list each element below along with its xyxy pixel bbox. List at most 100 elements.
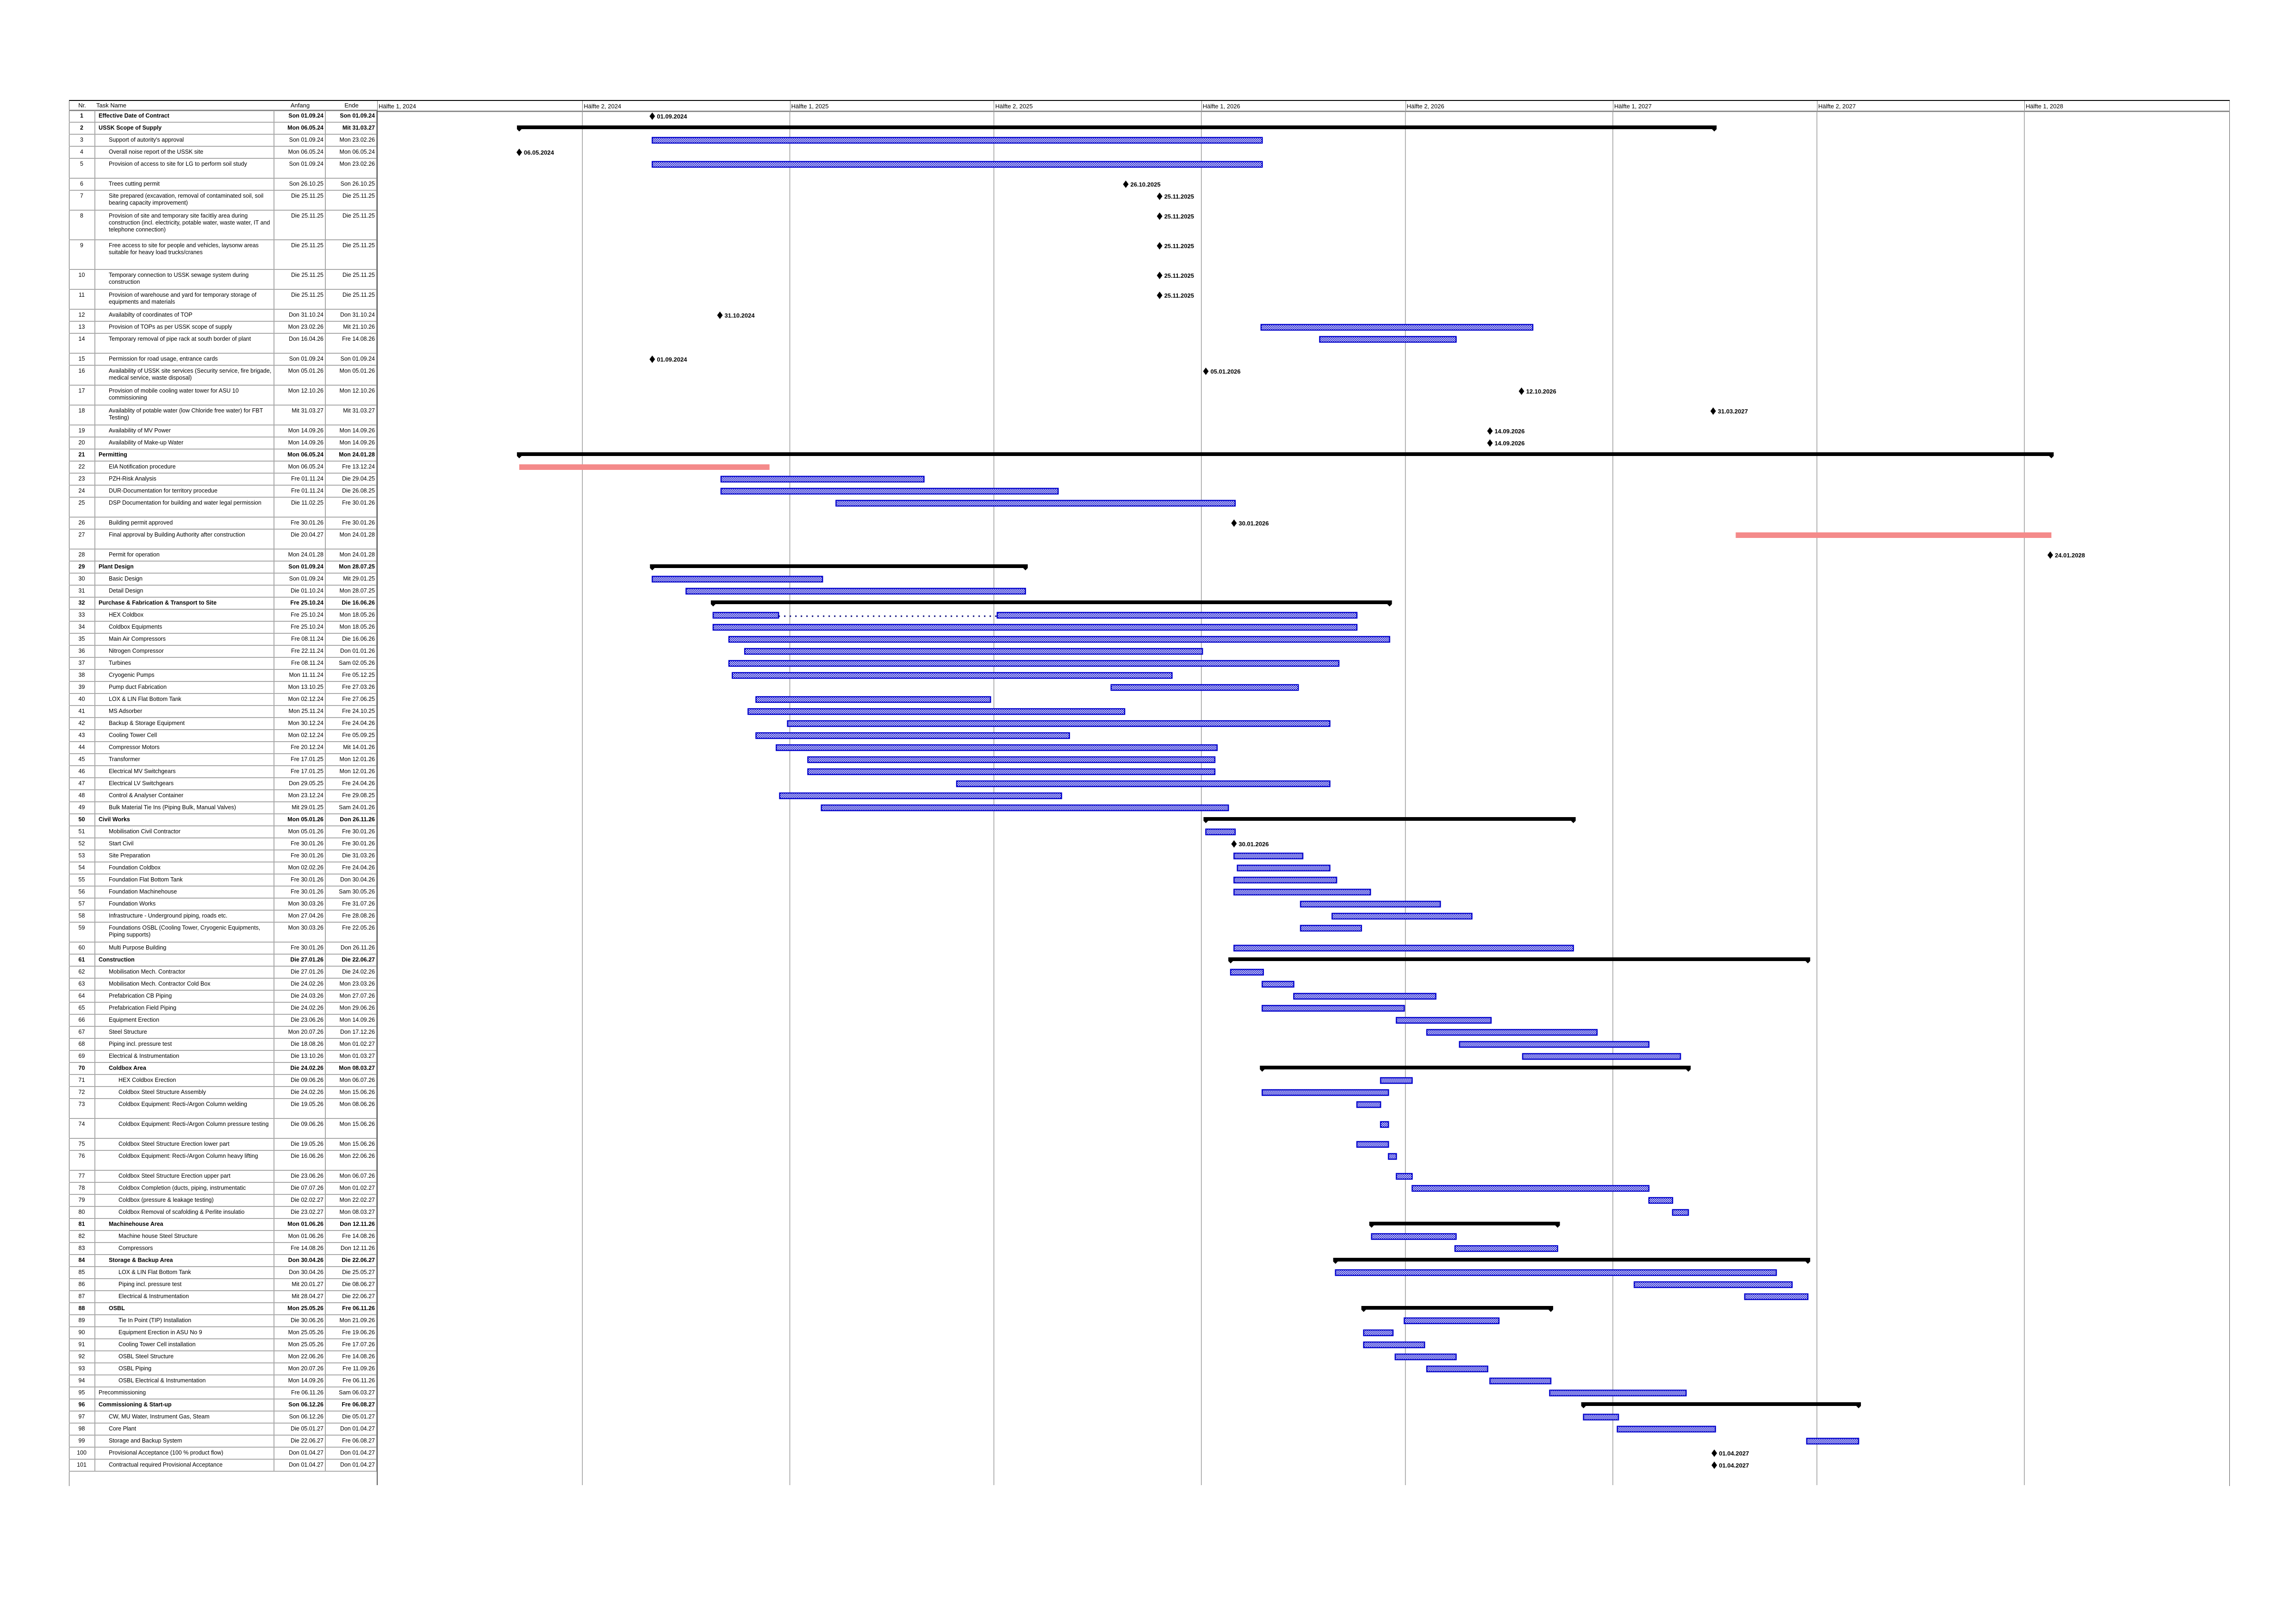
table-row[interactable]: 62 Mobilisation Mech. Contractor Die 27.01… xyxy=(69,967,377,979)
table-row[interactable]: 10 Temporary connection to USSK sewage sy… xyxy=(69,270,377,290)
table-row[interactable]: 81 Machinehouse Area Mon 01.06.26 Don 12.11… xyxy=(69,1219,377,1231)
table-row[interactable]: 2 USSK Scope of Supply Mon 06.05.24 Mit 31.… xyxy=(69,123,377,135)
table-row[interactable]: 58 Infrastructure - Underground piping, r… xyxy=(69,911,377,923)
table-row[interactable]: 83 Compressors Fre 14.08.26 Don 12.11.26 xyxy=(69,1243,377,1255)
table-row[interactable]: 92 OSBL Steel Structure Mon 22.06.26 Fre 14… xyxy=(69,1351,377,1363)
table-row[interactable]: 45 Transformer Fre 17.01.25 Mon 12.01.26 xyxy=(69,754,377,766)
table-row[interactable]: 40 LOX & LIN Flat Bottom Tank Mon 02.12.24… xyxy=(69,694,377,706)
table-row[interactable]: 80 Coldbox Removal of scafolding & Perlit… xyxy=(69,1207,377,1219)
table-row[interactable]: 91 Cooling Tower Cell installation Mon 25.… xyxy=(69,1339,377,1351)
table-row[interactable]: 63 Mobilisation Mech. Contractor Cold Box… xyxy=(69,979,377,991)
table-row[interactable]: 34 Coldbox Equipments Fre 25.10.24 Mon 18.0… xyxy=(69,622,377,634)
table-row[interactable]: 87 Electrical & Instrumentation Mit 28.04.… xyxy=(69,1291,377,1303)
table-row[interactable]: 25 DSP Documentation for building and wat… xyxy=(69,498,377,518)
table-row[interactable]: 20 Availability of Make-up Water Mon 14.09… xyxy=(69,437,377,450)
table-row[interactable]: 3 Support of autority's approval Son 01.09… xyxy=(69,135,377,147)
table-row[interactable]: 23 PZH-Risk Analysis Fre 01.11.24 Die 29.04… xyxy=(69,474,377,486)
table-row[interactable]: 4 Overall noise report of the USSK site Mo… xyxy=(69,147,377,159)
table-row[interactable]: 97 CW, MU Water, Instrument Gas, Steam Son… xyxy=(69,1412,377,1424)
table-row[interactable]: 39 Pump duct Fabrication Mon 13.10.25 Fre 2… xyxy=(69,682,377,694)
table-row[interactable]: 79 Coldbox (pressure & leakage testing) Di… xyxy=(69,1195,377,1207)
column-header-end[interactable]: Ende xyxy=(326,100,377,111)
table-row[interactable]: 66 Equipment Erection Die 23.06.26 Mon 14.0… xyxy=(69,1015,377,1027)
table-row[interactable]: 27 Final approval by Building Authority a… xyxy=(69,530,377,550)
table-row[interactable]: 72 Coldbox Steel Structure Assembly Die 24… xyxy=(69,1087,377,1099)
table-row[interactable]: 101 Contractual required Provisional Acce… xyxy=(69,1460,377,1472)
table-row[interactable]: 67 Steel Structure Mon 20.07.26 Don 17.12.2… xyxy=(69,1027,377,1039)
table-row[interactable]: 57 Foundation Works Mon 30.03.26 Fre 31.07.… xyxy=(69,899,377,911)
table-row[interactable]: 65 Prefabrication Field Piping Die 24.02.2… xyxy=(69,1003,377,1015)
table-row[interactable]: 68 Piping incl. pressure test Die 18.08.26… xyxy=(69,1039,377,1051)
table-row[interactable]: 74 Coldbox Equipment: Recti-/Argon Column… xyxy=(69,1119,377,1139)
table-row[interactable]: 49 Bulk Material Tie Ins (Piping Bulk, Ma… xyxy=(69,802,377,814)
table-row[interactable]: 51 Mobilisation Civil Contractor Mon 05.01… xyxy=(69,826,377,838)
table-row[interactable]: 56 Foundation Machinehouse Fre 30.01.26 Sam… xyxy=(69,887,377,899)
gantt-mark-task xyxy=(1335,1269,1777,1276)
table-row[interactable]: 75 Coldbox Steel Structure Erection lower… xyxy=(69,1139,377,1151)
table-row[interactable]: 96 Commissioning & Start-up Son 06.12.26 Fr… xyxy=(69,1399,377,1412)
table-row[interactable]: 26 Building permit approved Fre 30.01.26 Fr… xyxy=(69,518,377,530)
table-row[interactable]: 29 Plant Design Son 01.09.24 Mon 28.07.25 xyxy=(69,562,377,574)
table-row[interactable]: 99 Storage and Backup System Die 22.06.27 F… xyxy=(69,1436,377,1448)
table-row[interactable]: 94 OSBL Electrical & Instrumentation Mon 1… xyxy=(69,1375,377,1387)
table-row[interactable]: 12 Availabilty of coordinates of TOP Don 3… xyxy=(69,310,377,322)
table-row[interactable]: 22 EIA Notification procedure Mon 06.05.24… xyxy=(69,462,377,474)
table-row[interactable]: 70 Coldbox Area Die 24.02.26 Mon 08.03.27 xyxy=(69,1063,377,1075)
table-row[interactable]: 60 Multi Purpose Building Fre 30.01.26 Don … xyxy=(69,943,377,955)
table-row[interactable]: 46 Electrical MV Switchgears Fre 17.01.25 M… xyxy=(69,766,377,778)
table-row[interactable]: 84 Storage & Backup Area Don 30.04.26 Die 2… xyxy=(69,1255,377,1267)
table-row[interactable]: 32 Purchase & Fabrication & Transport to … xyxy=(69,598,377,610)
table-row[interactable]: 43 Cooling Tower Cell Mon 02.12.24 Fre 05.0… xyxy=(69,730,377,742)
table-row[interactable]: 98 Core Plant Die 05.01.27 Don 01.04.27 xyxy=(69,1424,377,1436)
table-row[interactable]: 5 Provision of access to site for LG to p… xyxy=(69,159,377,179)
table-row[interactable]: 37 Turbines Fre 08.11.24 Sam 02.05.26 xyxy=(69,658,377,670)
table-row[interactable]: 1 Effective Date of Contract Son 01.09.24 S… xyxy=(69,111,377,123)
table-row[interactable]: 64 Prefabrication CB Piping Die 24.03.26 Mo… xyxy=(69,991,377,1003)
table-row[interactable]: 89 Tie In Point (TIP) Installation Die 30.… xyxy=(69,1315,377,1327)
table-row[interactable]: 7 Site prepared (excavation, removal of c… xyxy=(69,191,377,211)
table-row[interactable]: 77 Coldbox Steel Structure Erection upper… xyxy=(69,1171,377,1183)
table-row[interactable]: 86 Piping incl. pressure test Mit 20.01.27… xyxy=(69,1279,377,1291)
table-row[interactable]: 69 Electrical & Instrumentation Die 13.10.… xyxy=(69,1051,377,1063)
table-row[interactable]: 50 Civil Works Mon 05.01.26 Don 26.11.26 xyxy=(69,814,377,826)
table-row[interactable]: 54 Foundation Coldbox Mon 02.02.26 Fre 24.0… xyxy=(69,862,377,874)
table-row[interactable]: 28 Permit for operation Mon 24.01.28 Mon 24… xyxy=(69,550,377,562)
table-row[interactable]: 82 Machine house Steel Structure Mon 01.06… xyxy=(69,1231,377,1243)
table-row[interactable]: 36 Nitrogen Compressor Fre 22.11.24 Don 01.… xyxy=(69,646,377,658)
table-row[interactable]: 33 HEX Coldbox Fre 25.10.24 Mon 18.05.26 xyxy=(69,610,377,622)
table-row[interactable]: 17 Provision of mobile cooling water towe… xyxy=(69,386,377,406)
table-row[interactable]: 18 Availablity of potable water (low Chlo… xyxy=(69,406,377,425)
table-row[interactable]: 93 OSBL Piping Mon 20.07.26 Fre 11.09.26 xyxy=(69,1363,377,1375)
table-row[interactable]: 100 Provisional Acceptance (100 % product… xyxy=(69,1448,377,1460)
table-row[interactable]: 6 Trees cutting permit Son 26.10.25 Son 26.… xyxy=(69,179,377,191)
table-row[interactable]: 16 Availability of USSK site services (Se… xyxy=(69,366,377,386)
column-header-nr[interactable]: Nr. xyxy=(69,100,95,111)
table-row[interactable]: 42 Backup & Storage Equipment Mon 30.12.24… xyxy=(69,718,377,730)
table-row[interactable]: 14 Temporary removal of pipe rack at sout… xyxy=(69,334,377,354)
table-row[interactable]: 88 OSBL Mon 25.05.26 Fre 06.11.26 xyxy=(69,1303,377,1315)
table-row[interactable]: 30 Basic Design Son 01.09.24 Mit 29.01.25 xyxy=(69,574,377,586)
table-row[interactable]: 21 Permitting Mon 06.05.24 Mon 24.01.28 xyxy=(69,450,377,462)
task-bar xyxy=(779,792,1062,800)
table-row[interactable]: 35 Main Air Compressors Fre 08.11.24 Die 16… xyxy=(69,634,377,646)
table-row[interactable]: 90 Equipment Erection in ASU No 9 Mon 25.0… xyxy=(69,1327,377,1339)
table-row[interactable]: 47 Electrical LV Switchgears Don 29.05.25 F… xyxy=(69,778,377,790)
table-row[interactable]: 85 LOX & LIN Flat Bottom Tank Don 30.04.26… xyxy=(69,1267,377,1279)
table-row[interactable]: 24 DUR-Documentation for territory proced… xyxy=(69,486,377,498)
table-row[interactable]: 55 Foundation Flat Bottom Tank Fre 30.01.2… xyxy=(69,874,377,887)
table-row[interactable]: 11 Provision of warehouse and yard for te… xyxy=(69,290,377,310)
table-row[interactable]: 15 Permission for road usage, entrance ca… xyxy=(69,354,377,366)
table-row[interactable]: 13 Provision of TOPs as per USSK scope of… xyxy=(69,322,377,334)
table-row[interactable]: 44 Compressor Motors Fre 20.12.24 Mit 14.01… xyxy=(69,742,377,754)
table-row[interactable]: 78 Coldbox Completion (ducts, piping, ins… xyxy=(69,1183,377,1195)
table-row[interactable]: 59 Foundations OSBL (Cooling Tower, Cryog… xyxy=(69,923,377,943)
table-row[interactable]: 52 Start Civil Fre 30.01.26 Fre 30.01.26 xyxy=(69,838,377,850)
table-row[interactable]: 73 Coldbox Equipment: Recti-/Argon Column… xyxy=(69,1099,377,1119)
table-row[interactable]: 19 Availability of MV Power Mon 14.09.26 Mo… xyxy=(69,425,377,437)
table-row[interactable]: 41 MS Adsorber Mon 25.11.24 Fre 24.10.25 xyxy=(69,706,377,718)
table-row[interactable]: 48 Control & Analyser Container Mon 23.12.… xyxy=(69,790,377,802)
column-header-task-name[interactable]: Task Name xyxy=(95,100,275,111)
column-header-start[interactable]: Anfang xyxy=(274,100,326,111)
table-row[interactable]: 95 Precommissioning Fre 06.11.26 Sam 06.03.… xyxy=(69,1387,377,1399)
table-row[interactable]: 38 Cryogenic Pumps Mon 11.11.24 Fre 05.12.2… xyxy=(69,670,377,682)
